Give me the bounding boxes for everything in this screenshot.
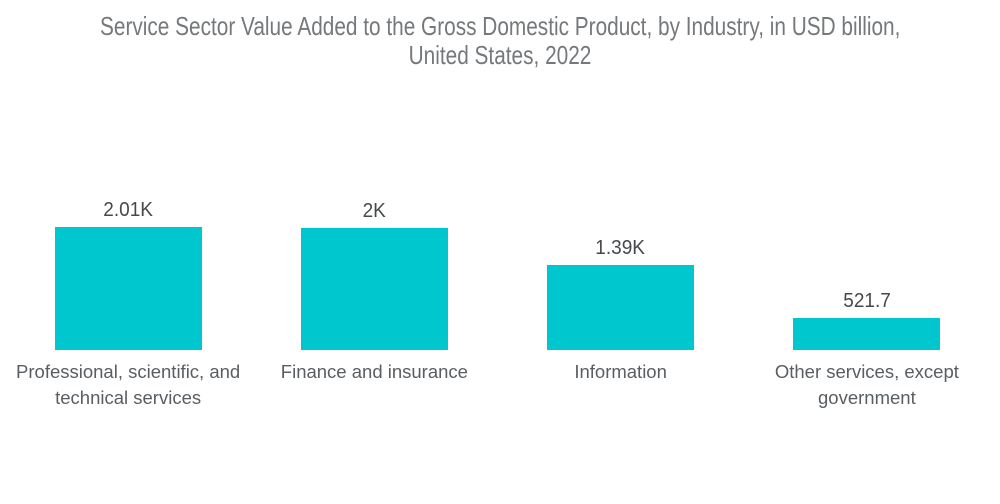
chart-title: Service Sector Value Added to the Gross … [0, 12, 1000, 70]
bar-group-other-services: 521.7 [744, 70, 990, 350]
bar-other-services [793, 318, 941, 350]
bar-information [547, 265, 695, 350]
category-axis-labels: Professional, scientific, and technical … [5, 359, 990, 411]
bar-group-finance-insurance: 2K [251, 70, 497, 350]
bar-chart-plot-area: 2.01K 2K 1.39K 521.7 [5, 70, 990, 350]
chart-title-line-2: United States, 2022 [408, 40, 592, 70]
bar-finance-insurance [300, 228, 448, 350]
category-label-information: Information [574, 361, 667, 382]
category-label-finance-insurance: Finance and insurance [280, 361, 468, 382]
bar-group-professional-scientific-technical: 2.01K [5, 70, 251, 350]
category-label-professional-scientific-technical: Professional, scientific, and technical … [16, 361, 241, 408]
bar-value-label: 2K [362, 200, 386, 222]
bar-group-information: 1.39K [498, 70, 744, 350]
bar-value-label: 521.7 [843, 290, 891, 312]
bar-value-label: 1.39K [595, 237, 646, 259]
bar-professional-scientific-technical [54, 227, 202, 350]
chart-canvas: Service Sector Value Added to the Gross … [0, 12, 1000, 504]
chart-title-line-1: Service Sector Value Added to the Gross … [100, 11, 901, 41]
bar-value-label: 2.01K [103, 199, 153, 221]
category-label-other-services: Other services, except government [774, 361, 959, 408]
